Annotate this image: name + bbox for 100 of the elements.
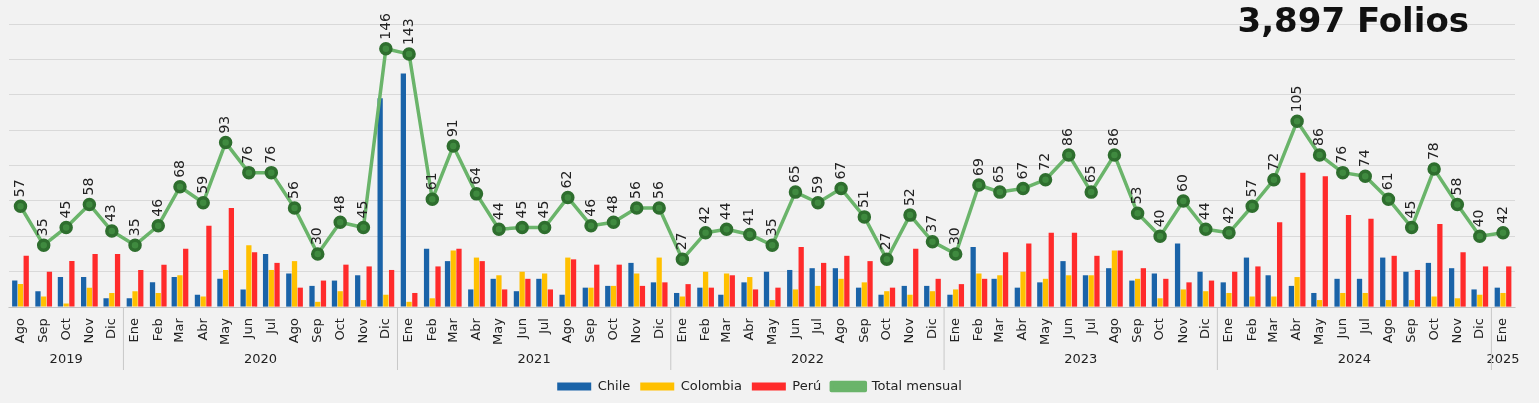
data-label: 86: [1059, 128, 1076, 146]
bar: [1226, 292, 1232, 307]
x-tick-label: Jul: [1082, 318, 1098, 335]
bar: [1403, 271, 1409, 307]
data-label: 44: [489, 202, 506, 221]
data-label: 61: [422, 172, 439, 191]
x-tick-label: Feb: [423, 318, 439, 342]
bar: [286, 273, 292, 307]
bar: [588, 287, 594, 307]
data-label: 41: [740, 207, 757, 226]
bar: [997, 275, 1003, 307]
bar: [519, 271, 525, 307]
x-tick-label: Ago: [832, 318, 848, 344]
bar: [435, 266, 441, 307]
bar: [86, 287, 92, 307]
bar: [929, 291, 936, 307]
bar: [309, 285, 315, 307]
x-tick-label: Oct: [878, 318, 894, 341]
data-label: 56: [627, 181, 644, 200]
x-tick-label: Ene: [400, 318, 416, 343]
bar: [1163, 278, 1169, 307]
bar: [412, 292, 418, 307]
x-tick-label: Dic: [650, 318, 666, 339]
data-label: 105: [1287, 85, 1304, 113]
bar: [838, 278, 844, 307]
bar: [132, 291, 138, 307]
x-tick-label: Abr: [1014, 317, 1030, 341]
data-label: 45: [354, 200, 371, 219]
x-tick-label: Jun: [513, 318, 529, 340]
bar: [1311, 292, 1317, 307]
x-tick-label: Ene: [1220, 318, 1236, 343]
data-label: 48: [330, 195, 347, 214]
bar: [57, 277, 64, 307]
bar: [1026, 243, 1032, 307]
bar: [1271, 296, 1277, 307]
data-label: 78: [1424, 142, 1441, 161]
data-label: 44: [1196, 202, 1213, 221]
x-tick-label: Dic: [377, 318, 393, 339]
data-label: 65: [990, 165, 1007, 184]
bar: [1060, 261, 1066, 307]
data-label: 40: [1150, 209, 1167, 228]
x-tick-label: Jul: [1356, 318, 1372, 335]
bar: [970, 246, 976, 307]
bar: [138, 269, 144, 307]
bar: [1477, 294, 1483, 307]
bar: [423, 248, 430, 307]
bar: [1437, 223, 1443, 307]
data-label: 69: [969, 158, 986, 177]
bar: [741, 282, 747, 307]
bar: [1340, 292, 1346, 307]
bar: [35, 291, 41, 307]
bar: [109, 292, 115, 307]
data-label: 45: [1402, 200, 1419, 219]
bar: [1454, 298, 1460, 307]
bar: [513, 291, 520, 307]
x-tick-label: Sep: [1129, 318, 1144, 343]
bar: [889, 287, 896, 307]
bar: [1249, 296, 1255, 307]
bar: [1157, 298, 1163, 307]
data-label: 76: [239, 145, 256, 164]
data-label: 42: [696, 205, 713, 224]
data-label: 68: [170, 159, 187, 178]
bar: [1042, 278, 1049, 307]
bar: [650, 282, 657, 307]
text: 2019: [49, 351, 83, 367]
x-tick-label: Sep: [309, 318, 325, 343]
bar: [479, 261, 485, 307]
bar: [1208, 280, 1215, 307]
bar: [1409, 300, 1415, 307]
bar: [502, 289, 508, 307]
x-tick-label: Ene: [947, 318, 963, 343]
x-tick-label: Ago: [1379, 318, 1395, 344]
data-label: 72: [1036, 152, 1053, 171]
x-tick-label: Dic: [923, 318, 939, 339]
bar: [1300, 172, 1306, 307]
data-label: 53: [1128, 186, 1145, 205]
data-label: 40: [1470, 209, 1487, 228]
bar: [291, 261, 298, 307]
legend-label: Perú: [792, 377, 822, 393]
data-label: 65: [1081, 165, 1098, 184]
bar: [525, 278, 531, 307]
data-label: 76: [261, 145, 278, 164]
bar: [217, 278, 223, 307]
x-tick-label: Dic: [103, 318, 119, 339]
bar: [223, 269, 229, 307]
bar: [406, 301, 412, 307]
data-label: 45: [535, 200, 552, 219]
bar: [662, 282, 668, 307]
data-label: 65: [786, 165, 803, 184]
x-tick-label: Dic: [1471, 318, 1487, 339]
bar: [1220, 282, 1226, 307]
data-label: 86: [1310, 128, 1327, 146]
bar: [878, 294, 884, 307]
x-tick-label: Dic: [1197, 318, 1213, 339]
x-tick-label: Nov: [1448, 317, 1464, 344]
bar: [1334, 278, 1340, 307]
bar: [656, 257, 662, 307]
bar: [679, 296, 686, 307]
bar: [1002, 252, 1009, 307]
data-label: 64: [467, 166, 484, 185]
